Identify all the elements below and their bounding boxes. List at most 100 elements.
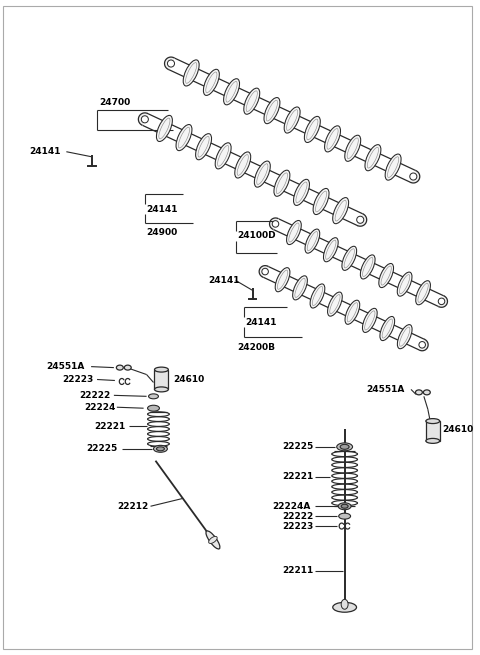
Text: 22225: 22225 bbox=[86, 444, 118, 453]
Ellipse shape bbox=[154, 445, 168, 453]
Ellipse shape bbox=[156, 447, 164, 451]
Ellipse shape bbox=[339, 513, 350, 519]
Circle shape bbox=[272, 221, 279, 227]
Ellipse shape bbox=[336, 443, 352, 451]
Text: 24551A: 24551A bbox=[47, 362, 85, 371]
Ellipse shape bbox=[379, 263, 394, 288]
Ellipse shape bbox=[305, 229, 320, 253]
Ellipse shape bbox=[345, 300, 360, 324]
Ellipse shape bbox=[155, 387, 168, 392]
Polygon shape bbox=[138, 113, 147, 125]
Ellipse shape bbox=[304, 117, 320, 143]
Ellipse shape bbox=[124, 365, 131, 370]
Ellipse shape bbox=[204, 69, 219, 96]
Polygon shape bbox=[165, 57, 174, 69]
Ellipse shape bbox=[385, 154, 401, 180]
Text: 24700: 24700 bbox=[99, 98, 130, 107]
Ellipse shape bbox=[155, 367, 168, 372]
Ellipse shape bbox=[147, 405, 159, 411]
Polygon shape bbox=[358, 214, 367, 226]
Circle shape bbox=[410, 173, 417, 180]
Ellipse shape bbox=[426, 438, 440, 443]
Polygon shape bbox=[439, 296, 447, 307]
Polygon shape bbox=[420, 339, 428, 350]
Ellipse shape bbox=[215, 143, 231, 169]
Bar bbox=[155, 369, 168, 389]
Text: 24141: 24141 bbox=[208, 276, 240, 285]
Ellipse shape bbox=[274, 170, 290, 196]
Ellipse shape bbox=[324, 126, 340, 152]
Text: 22211: 22211 bbox=[282, 566, 313, 575]
Text: 22223: 22223 bbox=[62, 375, 94, 384]
Text: 24900: 24900 bbox=[146, 229, 178, 237]
Polygon shape bbox=[270, 218, 278, 229]
Ellipse shape bbox=[324, 238, 338, 262]
Ellipse shape bbox=[341, 504, 348, 508]
Ellipse shape bbox=[196, 134, 212, 160]
Text: 24141: 24141 bbox=[146, 204, 178, 214]
Circle shape bbox=[168, 60, 175, 67]
Text: 22225: 22225 bbox=[282, 442, 313, 451]
Ellipse shape bbox=[338, 503, 351, 510]
Ellipse shape bbox=[294, 179, 310, 206]
Ellipse shape bbox=[423, 390, 430, 395]
Text: 24100D: 24100D bbox=[238, 231, 276, 240]
Text: 24551A: 24551A bbox=[366, 385, 405, 394]
Text: 22221: 22221 bbox=[94, 422, 125, 430]
Ellipse shape bbox=[310, 284, 325, 308]
Ellipse shape bbox=[176, 124, 192, 151]
Ellipse shape bbox=[327, 292, 342, 316]
Ellipse shape bbox=[183, 60, 199, 86]
Ellipse shape bbox=[360, 255, 375, 279]
Ellipse shape bbox=[148, 394, 158, 399]
Ellipse shape bbox=[397, 272, 412, 296]
Circle shape bbox=[262, 269, 268, 275]
Circle shape bbox=[419, 341, 425, 348]
Ellipse shape bbox=[362, 309, 377, 333]
Ellipse shape bbox=[293, 276, 307, 300]
Ellipse shape bbox=[284, 107, 300, 133]
Ellipse shape bbox=[340, 444, 349, 449]
Ellipse shape bbox=[287, 221, 301, 244]
Circle shape bbox=[438, 298, 445, 305]
Polygon shape bbox=[410, 171, 420, 183]
Text: 22212: 22212 bbox=[117, 502, 148, 511]
Ellipse shape bbox=[275, 268, 290, 291]
Polygon shape bbox=[259, 266, 268, 277]
Text: 24610: 24610 bbox=[443, 424, 474, 434]
Text: 24141: 24141 bbox=[30, 147, 61, 156]
Ellipse shape bbox=[333, 603, 357, 612]
Text: 22222: 22222 bbox=[282, 512, 313, 521]
Text: 22223: 22223 bbox=[282, 521, 313, 531]
Ellipse shape bbox=[206, 531, 220, 549]
Ellipse shape bbox=[254, 161, 270, 187]
Ellipse shape bbox=[426, 419, 440, 424]
Ellipse shape bbox=[341, 599, 348, 609]
Ellipse shape bbox=[345, 135, 360, 161]
Ellipse shape bbox=[224, 79, 240, 105]
Ellipse shape bbox=[209, 536, 217, 544]
Ellipse shape bbox=[333, 198, 348, 224]
Text: 24141: 24141 bbox=[246, 318, 277, 327]
Text: 24200B: 24200B bbox=[238, 343, 276, 352]
Ellipse shape bbox=[235, 152, 251, 178]
Text: 22224: 22224 bbox=[84, 403, 116, 412]
Bar bbox=[426, 421, 440, 441]
Text: 22224A: 22224A bbox=[272, 502, 311, 511]
Text: 24610: 24610 bbox=[173, 375, 204, 384]
Text: 22222: 22222 bbox=[79, 391, 110, 400]
Text: 22221: 22221 bbox=[282, 472, 313, 481]
Ellipse shape bbox=[244, 88, 260, 114]
Circle shape bbox=[141, 116, 148, 123]
Circle shape bbox=[357, 216, 364, 223]
Ellipse shape bbox=[116, 365, 123, 370]
Ellipse shape bbox=[397, 325, 412, 348]
Ellipse shape bbox=[380, 316, 395, 341]
Ellipse shape bbox=[416, 281, 431, 305]
Ellipse shape bbox=[264, 98, 280, 124]
Ellipse shape bbox=[365, 145, 381, 171]
Ellipse shape bbox=[416, 390, 422, 395]
Ellipse shape bbox=[342, 246, 357, 271]
Ellipse shape bbox=[156, 115, 172, 141]
Ellipse shape bbox=[313, 189, 329, 215]
